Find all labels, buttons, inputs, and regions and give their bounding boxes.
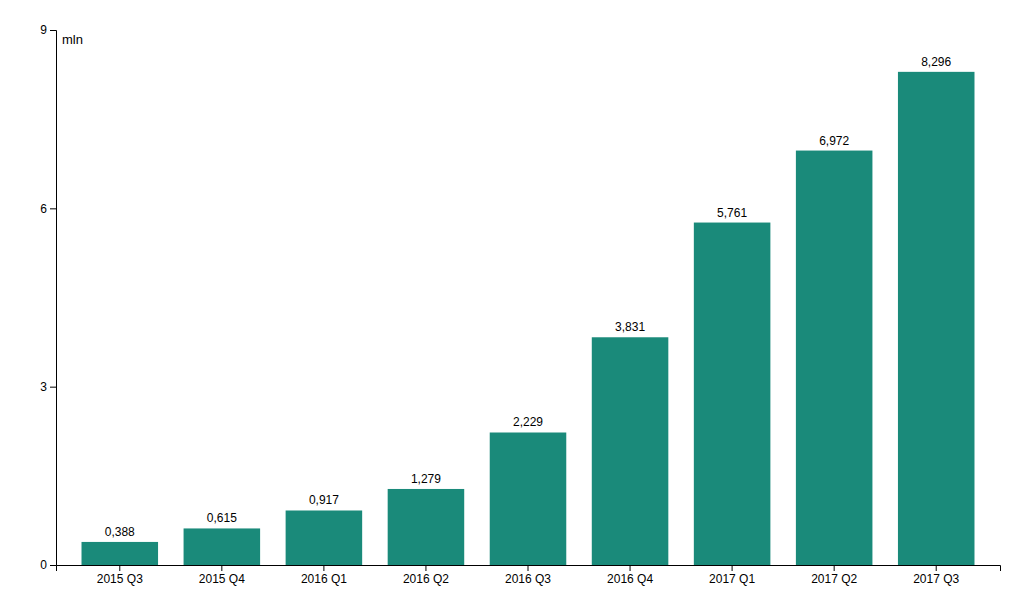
x-tick: 2016 Q3 xyxy=(505,565,551,586)
bar xyxy=(388,489,465,565)
data-label: 3,831 xyxy=(615,320,645,334)
x-axis: 2015 Q3 2015 Q4 2016 Q1 2016 Q2 2016 Q3 2016 … xyxy=(57,565,1001,586)
x-tick-label: 2016 Q1 xyxy=(301,572,347,586)
y-tick: 3 xyxy=(40,380,56,394)
x-tick-mark xyxy=(528,565,529,571)
y-tick-mark xyxy=(50,387,56,388)
x-tick-label: 2017 Q3 xyxy=(913,572,959,586)
x-tick: 2017 Q3 xyxy=(913,565,959,586)
data-label: 0,388 xyxy=(105,525,135,539)
bar xyxy=(490,432,567,565)
chart: 03692015 Q32015 Q42016 Q12016 Q22016 Q32… xyxy=(0,0,1024,609)
bar xyxy=(898,72,975,565)
x-tick: 2016 Q4 xyxy=(607,565,653,586)
x-tick-label: 2015 Q4 xyxy=(199,572,245,586)
data-label: 0,615 xyxy=(207,511,237,525)
x-tick: 2016 Q2 xyxy=(403,565,449,586)
bar xyxy=(694,223,771,565)
data-label: 5,761 xyxy=(717,206,747,220)
y-tick-mark xyxy=(50,208,56,209)
x-tick-label: 2017 Q2 xyxy=(811,572,857,586)
y-tick-label: 6 xyxy=(40,202,47,216)
data-label: 1,279 xyxy=(411,472,441,486)
x-tick-label: 2016 Q3 xyxy=(505,572,551,586)
data-label: 8,296 xyxy=(921,55,951,69)
x-tick-label: 2016 Q2 xyxy=(403,572,449,586)
y-axis: 0 3 6 9 xyxy=(40,23,56,572)
y-tick-label: 9 xyxy=(40,23,47,37)
plot: 03692015 Q32015 Q42016 Q12016 Q22016 Q32… xyxy=(40,23,1000,585)
x-tick-mark xyxy=(221,565,222,571)
x-tick: 2015 Q4 xyxy=(199,565,245,586)
x-tick: 2015 Q3 xyxy=(97,565,143,586)
x-tick-mark xyxy=(936,565,937,571)
x-tick: 2016 Q1 xyxy=(301,565,347,586)
data-label: 0,917 xyxy=(309,493,339,507)
y-tick: 9 xyxy=(40,23,56,37)
x-tick: 2017 Q2 xyxy=(811,565,857,586)
bar xyxy=(592,337,669,565)
y-axis-line xyxy=(50,31,57,566)
x-tick: 2017 Q1 xyxy=(709,565,755,586)
x-axis-line xyxy=(57,566,1001,572)
data-label: 6,972 xyxy=(819,134,849,148)
bar xyxy=(796,151,873,565)
x-tick-label: 2016 Q4 xyxy=(607,572,653,586)
x-tick-mark xyxy=(732,565,733,571)
x-tick-mark xyxy=(834,565,835,571)
y-tick-label: 3 xyxy=(40,380,47,394)
x-tick-mark xyxy=(425,565,426,571)
y-tick-label: 0 xyxy=(40,558,47,572)
y-tick: 0 xyxy=(40,558,56,572)
y-tick-mark xyxy=(50,565,56,566)
y-axis-label: mln xyxy=(62,32,83,47)
y-tick-mark xyxy=(50,30,56,31)
bar xyxy=(286,510,363,565)
bars xyxy=(82,72,975,565)
x-tick-mark xyxy=(323,565,324,571)
x-tick-label: 2015 Q3 xyxy=(97,572,143,586)
x-tick-label: 2017 Q1 xyxy=(709,572,755,586)
data-label: 2,229 xyxy=(513,415,543,429)
data-labels: 0,388 0,615 0,917 1,279 2,229 3,831 5,761 6,972… xyxy=(105,55,952,539)
y-tick: 6 xyxy=(40,202,56,216)
bar xyxy=(82,542,159,565)
x-tick-mark xyxy=(119,565,120,571)
x-tick-mark xyxy=(630,565,631,571)
bar xyxy=(184,528,261,565)
